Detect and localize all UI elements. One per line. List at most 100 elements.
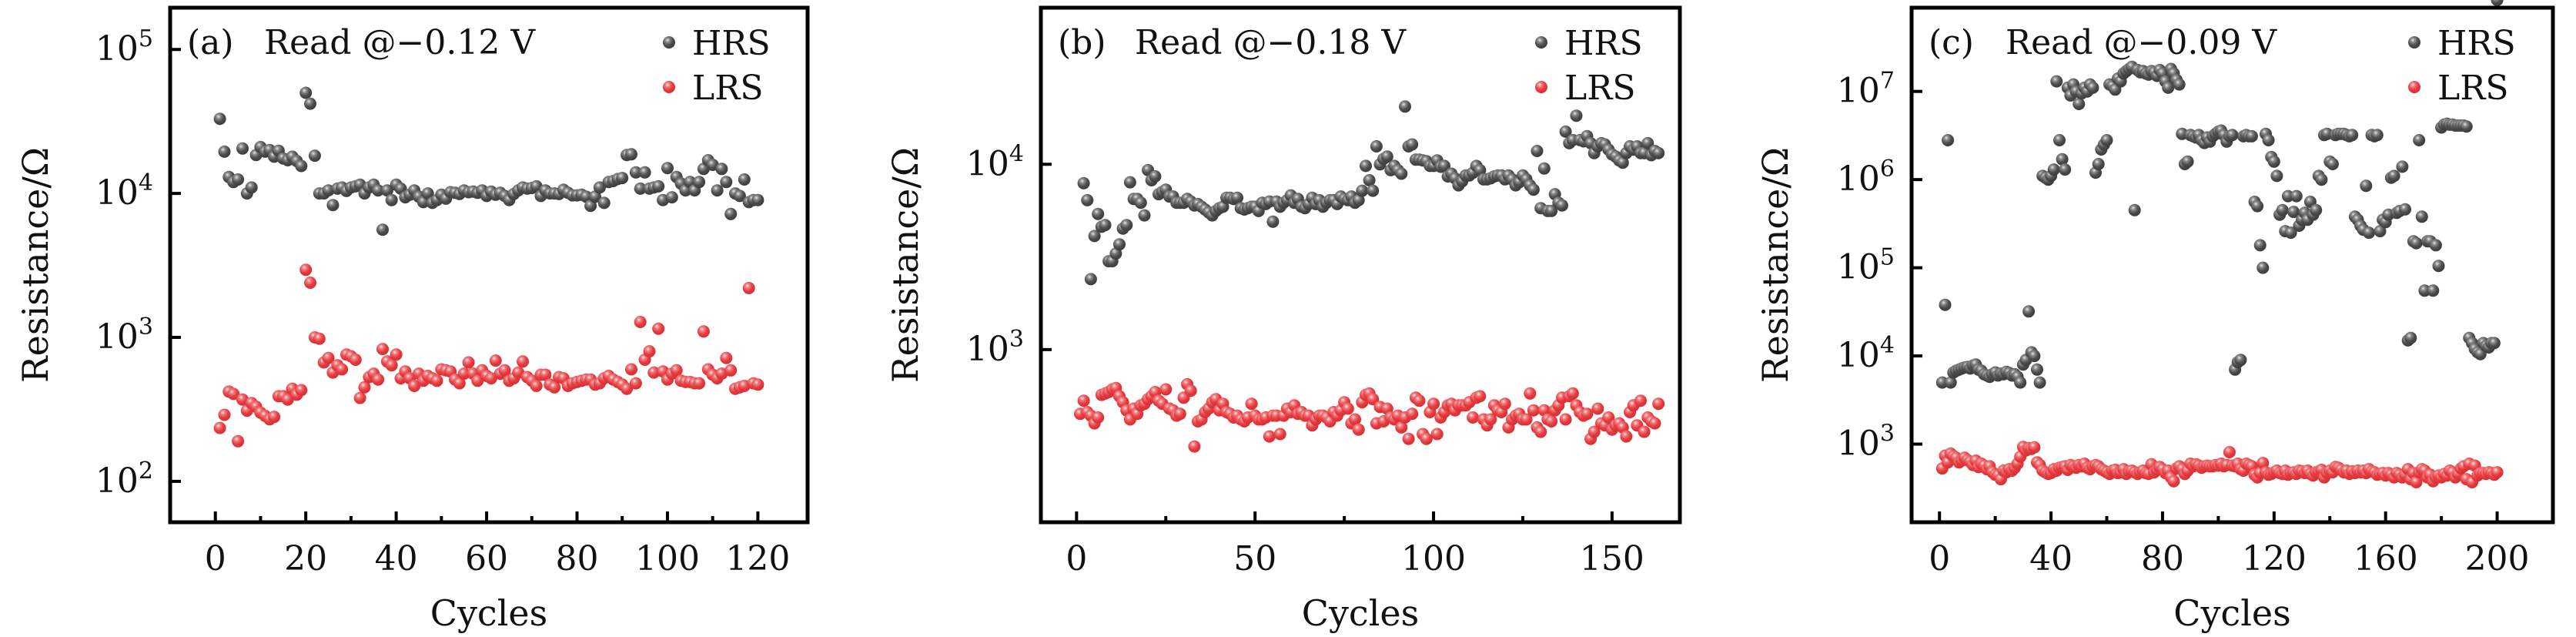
- x-tick-label: 50: [1233, 539, 1276, 578]
- hrs-point: [1134, 196, 1147, 210]
- hrs-point: [1370, 140, 1383, 153]
- lrs-point: [548, 381, 561, 394]
- series-hrs: [1077, 100, 1665, 286]
- x-axis-label: Cycles: [1302, 592, 1420, 634]
- lrs-point: [2028, 441, 2041, 454]
- lrs-point: [1474, 390, 1487, 403]
- lrs-point: [1427, 397, 1440, 411]
- hrs-point: [1099, 219, 1112, 232]
- lrs-point: [634, 316, 647, 328]
- lrs-point: [643, 345, 656, 358]
- hrs-point: [236, 142, 249, 155]
- x-tick-label: 100: [635, 539, 700, 578]
- hrs-point: [625, 148, 637, 161]
- lrs-point: [724, 364, 738, 377]
- lrs-point: [621, 382, 634, 395]
- lrs-point: [2491, 466, 2504, 479]
- lrs-point: [353, 391, 366, 404]
- y-tick-label: 102: [95, 458, 153, 501]
- read-voltage-annotation: Read @−0.18 V: [1135, 23, 1407, 62]
- lrs-point: [1430, 427, 1444, 441]
- hrs-point: [245, 181, 258, 194]
- x-axis-label: Cycles: [2173, 592, 2291, 634]
- lrs-point: [1092, 411, 1105, 424]
- lrs-point: [1591, 402, 1604, 415]
- hrs-point: [1120, 219, 1133, 232]
- hrs-point: [2262, 134, 2275, 146]
- lrs-point: [336, 363, 349, 376]
- hrs-point: [2050, 75, 2063, 88]
- hrs-point: [299, 86, 313, 99]
- hrs-point: [2014, 376, 2027, 389]
- hrs-point: [1231, 191, 1243, 204]
- x-tick-label: 120: [2242, 539, 2307, 578]
- hrs-point: [634, 182, 647, 195]
- lrs-point: [227, 387, 240, 401]
- hrs-point: [597, 196, 611, 210]
- lrs-point: [670, 364, 683, 377]
- x-tick-label: 0: [1929, 539, 1950, 578]
- hrs-point: [2253, 239, 2267, 252]
- hrs-point: [2460, 120, 2473, 133]
- hrs-point: [2310, 203, 2323, 216]
- legend-label-hrs: HRS: [2437, 24, 2516, 63]
- hrs-point: [2059, 163, 2072, 176]
- hrs-point: [1939, 298, 1952, 311]
- hrs-point: [1356, 184, 1369, 197]
- lrs-point: [652, 322, 665, 335]
- hrs-point: [2047, 163, 2060, 176]
- legend-marker-lrs: [663, 81, 675, 93]
- hrs-point: [2387, 169, 2400, 183]
- hrs-point: [1531, 145, 1544, 157]
- y-tick-label: 105: [95, 25, 153, 69]
- lrs-point: [1602, 411, 1615, 424]
- hrs-point: [616, 172, 629, 185]
- x-tick-label: 80: [2141, 539, 2184, 578]
- y-tick-label: 103: [966, 326, 1024, 369]
- lrs-point: [1420, 432, 1433, 445]
- lrs-point: [751, 378, 764, 391]
- hrs-point: [751, 193, 764, 206]
- hrs-point: [1641, 136, 1654, 149]
- lrs-point: [697, 325, 710, 338]
- legend: HRS LRS: [2408, 24, 2516, 108]
- hrs-point: [1395, 167, 1408, 180]
- legend-marker-lrs: [2408, 81, 2420, 93]
- hrs-point: [2363, 226, 2375, 240]
- legend: HRS LRS: [1535, 24, 1643, 108]
- lrs-point: [1341, 402, 1354, 415]
- hrs-point: [1077, 176, 1090, 189]
- hrs-point: [1438, 159, 1450, 173]
- lrs-point: [1524, 387, 1537, 400]
- hrs-point: [2404, 331, 2417, 344]
- legend: HRS LRS: [663, 24, 771, 108]
- hrs-point: [715, 163, 728, 176]
- hrs-point: [733, 189, 746, 203]
- hrs-point: [2270, 169, 2283, 183]
- x-tick-label: 150: [1580, 539, 1644, 578]
- hrs-point: [2410, 236, 2423, 250]
- hrs-point: [1360, 159, 1372, 173]
- hrs-point: [372, 184, 385, 197]
- hrs-point: [1570, 109, 1583, 122]
- hrs-point: [213, 112, 226, 126]
- lrs-point: [1367, 393, 1380, 406]
- x-axis-label: Cycles: [430, 592, 548, 634]
- lrs-point: [1527, 404, 1540, 417]
- y-tick-label: 104: [1837, 332, 1895, 375]
- y-tick-label: 103: [95, 313, 153, 357]
- panel-label: (c): [1929, 23, 1974, 62]
- hrs-point: [2257, 261, 2270, 274]
- plot-frame: [168, 5, 810, 525]
- lrs-point: [462, 356, 475, 369]
- lrs-point: [1534, 425, 1547, 438]
- lrs-point: [1413, 394, 1426, 407]
- hrs-point: [1399, 100, 1411, 113]
- lrs-point: [304, 277, 316, 289]
- hrs-point: [295, 159, 308, 173]
- plot-frame: [1039, 5, 1682, 525]
- y-tick-label: 106: [1837, 156, 1895, 199]
- lrs-point: [498, 364, 511, 377]
- hrs-point: [2073, 98, 2086, 110]
- lrs-point: [539, 368, 552, 381]
